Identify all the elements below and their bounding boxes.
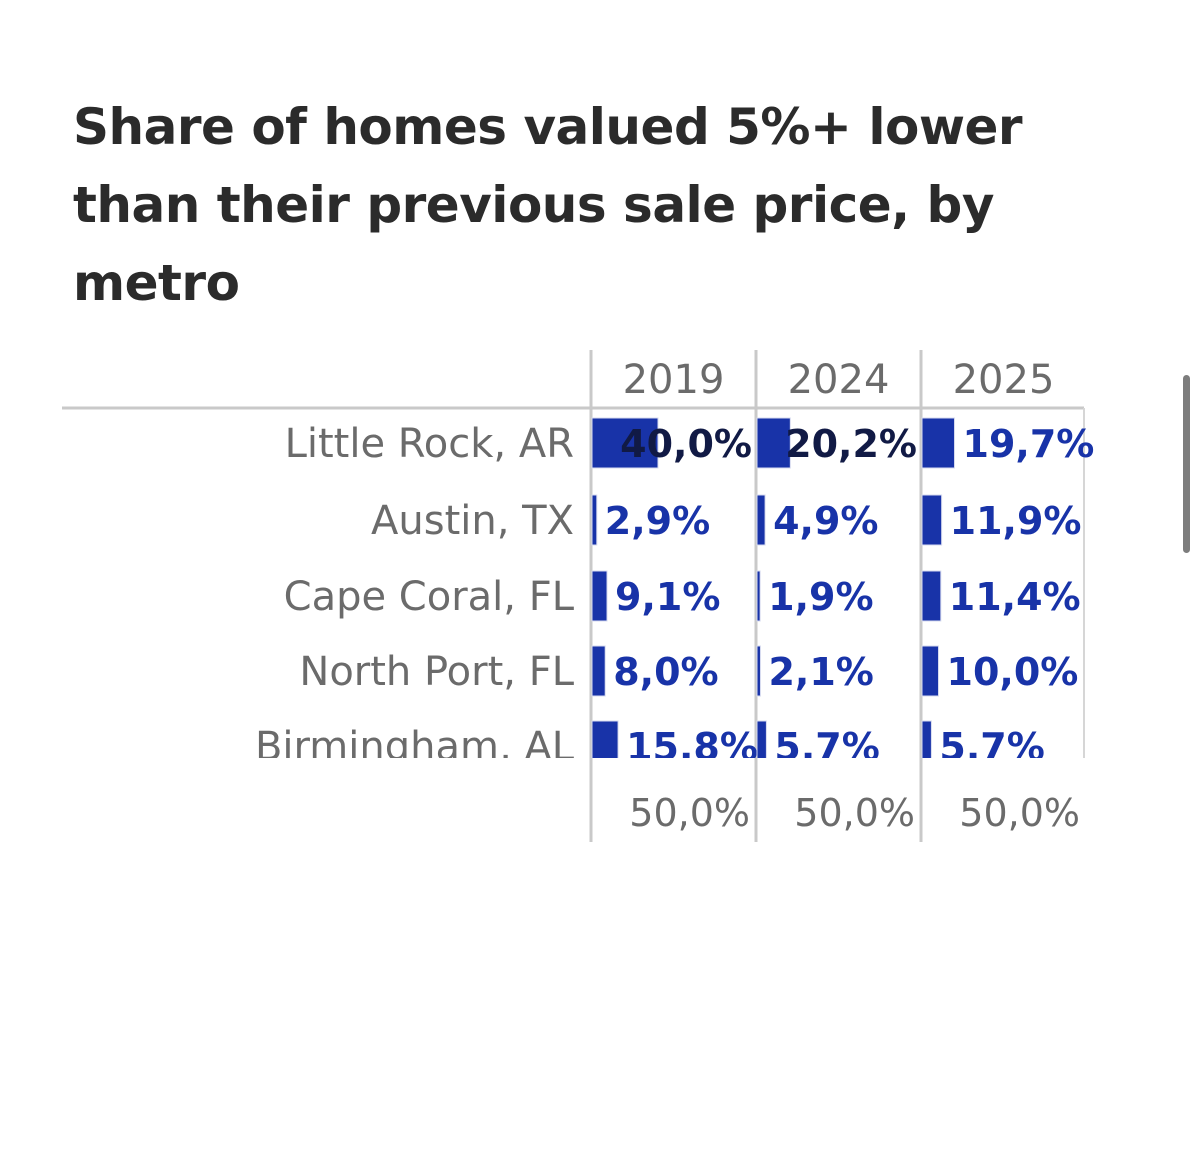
axis-max-label: 50,0% [629, 791, 750, 835]
bar [756, 570, 761, 622]
axis-max-label: 50,0% [959, 791, 1080, 835]
bar [921, 417, 956, 469]
row-label: Birmingham, AL [255, 724, 575, 770]
bar [591, 417, 659, 469]
column-header: 2025 [953, 357, 1055, 403]
row-label: Cape Coral, FL [284, 574, 575, 620]
column-header: 2024 [788, 357, 890, 403]
bar [591, 720, 619, 758]
bar [921, 720, 932, 758]
bar [756, 417, 791, 469]
data-label: 9,1% [615, 575, 720, 619]
data-label: 40,0% [620, 422, 752, 466]
data-label: 5,7% [939, 725, 1044, 769]
data-label: 1,9% [768, 575, 873, 619]
bar [756, 645, 761, 697]
data-label: 11,4% [949, 575, 1081, 619]
data-label: 2,1% [768, 650, 873, 694]
row-label: North Port, FL [299, 649, 574, 695]
bar [756, 494, 766, 546]
row-label: Little Rock, AR [285, 421, 574, 467]
bar [921, 570, 942, 622]
bar [591, 570, 608, 622]
column-header: 2019 [623, 357, 725, 403]
bar [591, 645, 606, 697]
data-label: 8,0% [613, 650, 718, 694]
data-label: 20,2% [785, 422, 917, 466]
bar [591, 494, 598, 546]
data-label: 15,8% [626, 725, 758, 769]
bar [756, 720, 767, 758]
data-label: 5,7% [774, 725, 879, 769]
axis-max-label: 50,0% [794, 791, 915, 835]
data-label: 19,7% [963, 422, 1095, 466]
data-label: 4,9% [773, 499, 878, 543]
data-label: 10,0% [947, 650, 1079, 694]
chart-title: Share of homes valued 5%+ lower than the… [73, 98, 1023, 312]
bar [921, 645, 939, 697]
scrollbar[interactable] [1183, 375, 1190, 553]
row-label: Austin, TX [371, 498, 574, 544]
data-label: 11,9% [950, 499, 1082, 543]
data-label: 2,9% [605, 499, 710, 543]
bar [921, 494, 943, 546]
